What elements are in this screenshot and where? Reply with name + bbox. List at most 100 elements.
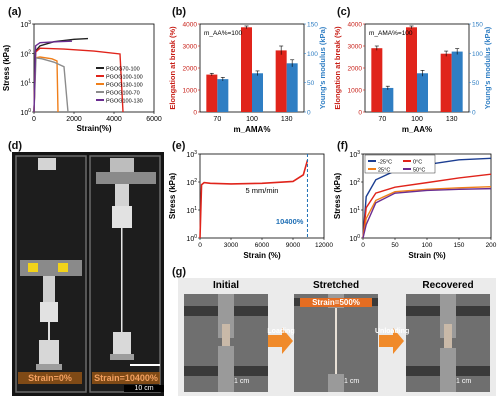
b-xlabel: m_AMA%: [234, 125, 271, 134]
c-xtick-label-0: 70: [378, 116, 386, 123]
e-ytick-label-3: 103: [186, 150, 197, 159]
c-y2tick-label-2: 100: [472, 51, 483, 58]
unloading-label: Unloading: [375, 328, 410, 335]
unloading-arrow-icon: [379, 328, 404, 354]
e-xtick-label-4: 12000: [315, 242, 333, 249]
c-annotation: m_AMA%=100: [369, 30, 413, 37]
e-ytick-label-1: 101: [186, 206, 197, 215]
tensile-tester-illustration: [12, 152, 164, 396]
e-xlabel: Strain (%): [243, 251, 281, 260]
c-ytick-label-4: 4000: [348, 22, 363, 29]
a-series-2: [33, 56, 59, 113]
a-xlabel: Strain(%): [76, 124, 111, 133]
a-xtick-label-3: 6000: [146, 116, 162, 123]
a-xtick-label-1: 2000: [66, 116, 82, 123]
e-xtick-label-0: 0: [198, 242, 202, 249]
a-xtick-label-0: 0: [32, 116, 36, 123]
a-legend-label-2: PGOG130-100: [106, 83, 143, 89]
a-ytick-label-1: 101: [20, 79, 31, 88]
panel-label-f: (f): [337, 140, 348, 152]
c-bar-1-2: [451, 51, 463, 112]
c-bar-0-1: [406, 27, 417, 112]
b-ytick-label-1: 1000: [183, 88, 198, 95]
a-series-3: [33, 57, 69, 113]
b-y2label: Young's modulus (kPa): [318, 26, 327, 109]
b-y2tick-label-0: 0: [307, 110, 311, 117]
a-ytick-label-3: 103: [20, 20, 31, 29]
c-ytick-label-0: 0: [358, 110, 362, 117]
chart-c-bar: 0 1000 2000 3000 4000 0 50 100 150 70 100 130 m_AMA%…: [333, 22, 492, 135]
panel-d-photo: Strain=0% Strain=10400% 10 cm: [12, 152, 164, 396]
panel-g: Initial Stretched Recovered 1 cm Strain=…: [178, 278, 496, 396]
f-ytick-label-1: 101: [349, 206, 360, 215]
chart-b-bar: 0 1000 2000 3000 4000 0 50 100 150 70 100 130 m_AA%=…: [168, 22, 327, 135]
e-xtick-label-1: 3000: [224, 242, 239, 249]
b-ytick-label-4: 4000: [183, 22, 198, 29]
b-ylabel: Elongation at break (%): [168, 26, 177, 110]
f-ytick-label-2: 102: [349, 178, 360, 187]
f-series-1: [362, 173, 492, 239]
f-ylabel: Stress (kPa): [333, 173, 342, 220]
f-ytick-label-0: 100: [349, 234, 360, 243]
c-ytick-label-1: 1000: [348, 88, 363, 95]
b-xtick-label-2: 130: [281, 116, 293, 123]
e-marker-label: 10400%: [276, 217, 304, 226]
panel-label-e: (e): [172, 140, 186, 152]
strain-label-left: Strain=0%: [18, 372, 82, 384]
c-bar-1-1: [417, 73, 428, 112]
b-y2tick-label-3: 150: [307, 22, 318, 29]
g-stretched-label: Strain=500%: [300, 298, 372, 307]
a-ylabel: Stress (kPa): [2, 45, 11, 92]
f-legend-label-2: 25°C: [378, 168, 390, 174]
b-xtick-label-1: 100: [246, 116, 258, 123]
e-xtick-label-2: 6000: [255, 242, 270, 249]
c-y2label: Young's modulus (kPa): [483, 26, 492, 109]
loading-label: Loading: [267, 328, 295, 335]
b-bar-0-1: [241, 27, 252, 112]
a-series-4: [33, 40, 73, 113]
c-ylabel: Elongation at break (%): [333, 26, 342, 110]
e-ylabel: Stress (kPa): [168, 173, 177, 220]
a-xtick-label-2: 4000: [106, 116, 122, 123]
f-series-2: [362, 185, 492, 239]
e-ytick-label-2: 102: [186, 178, 197, 187]
g-photo-initial: 1 cm: [184, 294, 268, 392]
e-series-0: [199, 159, 309, 239]
panel-label-a: (a): [8, 6, 22, 18]
f-legend-label-1: 0°C: [413, 160, 422, 166]
scale-bar-g3-label: 1 cm: [456, 378, 472, 385]
b-bar-0-0: [206, 74, 218, 112]
f-legend-box: [364, 154, 436, 174]
g-title-initial: Initial: [212, 280, 240, 291]
c-bar-0-2: [440, 53, 452, 112]
b-ytick-label-0: 0: [193, 110, 197, 117]
scale-bar-g2-label: 1 cm: [344, 378, 360, 385]
f-series-3: [362, 187, 492, 239]
a-legend-label-3: PGOG100-70: [106, 91, 140, 97]
b-bar-1-1: [252, 73, 263, 112]
strain-label-right: Strain=10400%: [92, 372, 160, 384]
c-xtick-label-2: 130: [446, 116, 458, 123]
g-title-recovered: Recovered: [422, 280, 474, 291]
c-xtick-label-1: 100: [411, 116, 423, 123]
c-y2tick-label-1: 50: [472, 80, 480, 87]
loading-arrow-icon: [268, 328, 293, 354]
c-ytick-label-3: 3000: [348, 44, 363, 51]
a-ytick-label-2: 102: [20, 49, 31, 58]
b-ytick-label-3: 3000: [183, 44, 198, 51]
scale-bar-d: [130, 364, 160, 366]
panel-label-d: (d): [8, 140, 23, 152]
panel-label-c: (c): [337, 6, 351, 18]
g-photo-stretched: Strain=500% 1 cm: [294, 294, 378, 392]
f-ytick-label-3: 103: [349, 150, 360, 159]
panel-label-g: (g): [172, 266, 187, 278]
c-bar-1-0: [382, 87, 394, 112]
scale-bar-d-label: 10 cm: [124, 385, 164, 392]
chart-e-stress-strain: 0 3000 6000 9000 12000 100 101 102 103 10400% 5 mm…: [168, 150, 333, 260]
a-legend-label-1: PGOG100-100: [106, 75, 143, 81]
b-bar-1-2: [286, 63, 298, 112]
f-xtick-label-3: 150: [454, 242, 465, 249]
e-ytick-label-0: 100: [186, 234, 197, 243]
c-bar-0-0: [371, 48, 383, 112]
panel-label-b: (b): [172, 6, 187, 18]
